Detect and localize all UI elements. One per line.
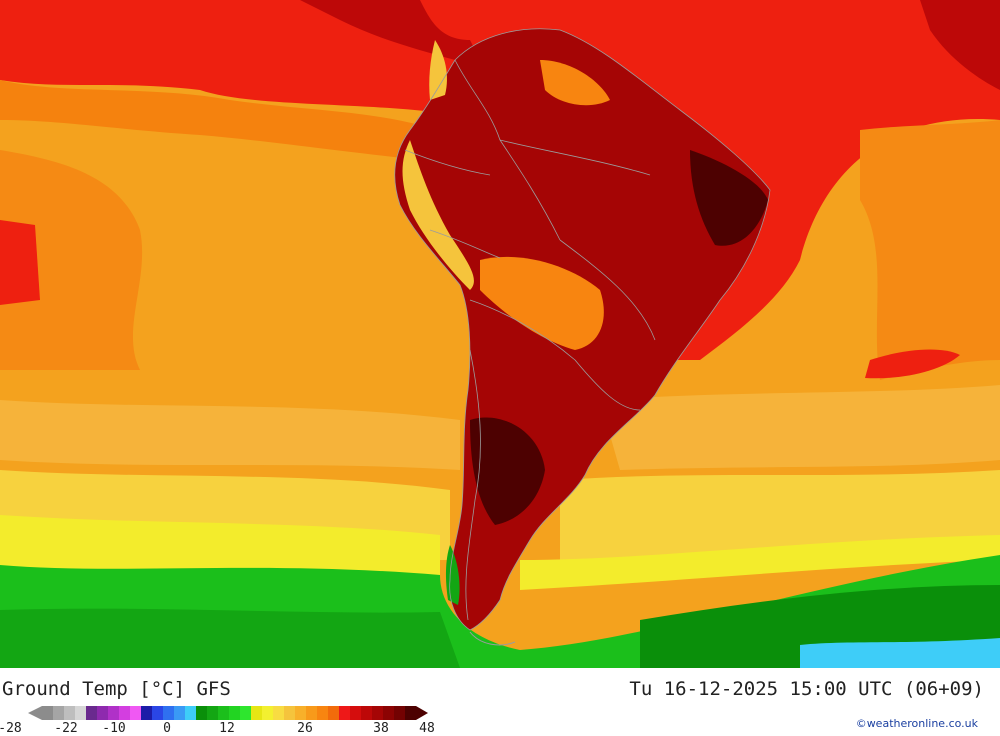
north-andes-strip — [429, 40, 447, 100]
ocean-hot-patch — [0, 220, 40, 305]
ocean-light-orange-band — [0, 400, 460, 470]
scale-tick-label: -10 — [102, 721, 126, 736]
scale-swatch — [152, 706, 163, 720]
scale-swatch — [53, 706, 64, 720]
scale-tick-label: 38 — [373, 721, 389, 736]
scale-swatch — [284, 706, 295, 720]
scale-swatch — [119, 706, 130, 720]
scale-swatch — [130, 706, 141, 720]
scale-swatch — [306, 706, 317, 720]
north-warm-patch — [540, 60, 610, 106]
scale-swatch — [383, 706, 394, 720]
scale-swatch — [251, 706, 262, 720]
ocean-yellow-east — [520, 535, 1000, 590]
africa-corner-landmass — [920, 0, 1000, 90]
ocean-darkgreen-band — [0, 608, 460, 668]
scale-swatch — [317, 706, 328, 720]
valid-time: Tu 16-12-2025 15:00 UTC (06+09) — [629, 678, 984, 700]
scale-arrow-right — [416, 706, 428, 720]
ocean-cold-patch — [800, 638, 1000, 668]
scale-swatch — [75, 706, 86, 720]
ocean-orange-west — [0, 150, 143, 370]
scale-swatch — [42, 706, 53, 720]
interior-warm-patch — [480, 256, 604, 350]
scale-swatch — [64, 706, 75, 720]
ocean-orange-band — [0, 80, 420, 160]
scale-swatch — [218, 706, 229, 720]
scale-swatch — [185, 706, 196, 720]
credit-link[interactable]: ©weatheronline.co.uk — [855, 717, 978, 730]
scale-tick-label: 0 — [163, 721, 171, 736]
scale-swatch — [262, 706, 273, 720]
map-footer: Ground Temp [°C] GFS Tu 16-12-2025 15:00… — [0, 668, 1000, 736]
scale-swatch — [86, 706, 97, 720]
scale-swatch — [97, 706, 108, 720]
scale-tick-label: 48 — [419, 721, 435, 736]
map-canvas — [0, 0, 1000, 668]
scale-tick-label: 26 — [297, 721, 313, 736]
scale-swatch — [339, 706, 350, 720]
scale-swatch — [361, 706, 372, 720]
scale-swatch — [196, 706, 207, 720]
map-title: Ground Temp [°C] GFS — [2, 678, 231, 700]
ocean-light-orange-east — [600, 385, 1000, 470]
scale-swatch — [295, 706, 306, 720]
scale-arrow-left — [28, 706, 42, 720]
temperature-map — [0, 0, 1000, 668]
scale-tick-label: -28 — [0, 721, 22, 736]
scale-swatch — [350, 706, 361, 720]
tierra-del-fuego-coast — [469, 631, 516, 646]
country-borders — [404, 59, 656, 621]
scale-swatch — [372, 706, 383, 720]
scale-swatch — [328, 706, 339, 720]
ocean-hot-patch-east — [865, 349, 960, 379]
color-scale-bar — [28, 706, 428, 720]
scale-swatch — [174, 706, 185, 720]
coastline — [394, 28, 771, 631]
scale-swatch — [240, 706, 251, 720]
scale-tick-label: 12 — [219, 721, 235, 736]
scale-swatch — [108, 706, 119, 720]
argentina-hotspot — [470, 417, 545, 525]
ocean-orange-east — [860, 120, 1000, 380]
scale-swatch — [163, 706, 174, 720]
ocean-yellow-band — [0, 515, 440, 575]
scale-swatch — [405, 706, 416, 720]
scale-swatch — [273, 706, 284, 720]
scale-swatch — [229, 706, 240, 720]
scale-swatch — [207, 706, 218, 720]
ocean-yellow-orange-east — [560, 470, 1000, 560]
scale-swatch — [394, 706, 405, 720]
scale-swatch — [141, 706, 152, 720]
scale-tick-label: -22 — [54, 721, 78, 736]
andes-cooler-strip — [402, 140, 474, 290]
ne-brazil-hotspot — [690, 150, 768, 246]
ocean-hot-zone-north — [0, 0, 1000, 360]
